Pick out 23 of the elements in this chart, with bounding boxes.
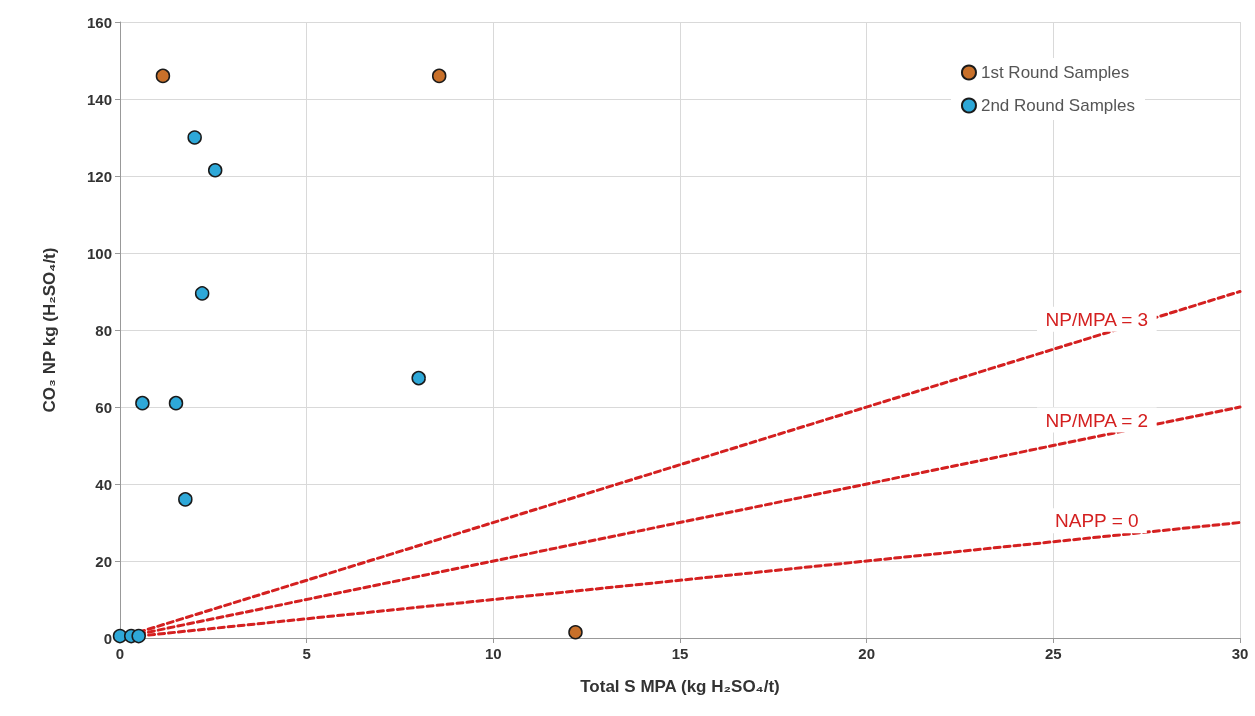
y-tick-label: 20 [95, 552, 112, 570]
x-axis-title: Total S MPA (kg H₂SO₄/t) [580, 677, 780, 696]
legend-label: 2nd Round Samples [980, 96, 1135, 115]
y-tick-label: 160 [86, 13, 112, 31]
series-label: NP/MPA = 2 [1045, 409, 1149, 431]
x-tick-label: 30 [1231, 645, 1249, 662]
x-tick-label: 15 [671, 645, 689, 662]
y-tick-label: 140 [86, 90, 112, 108]
y-tick-label: 40 [95, 475, 112, 493]
x-tick-label: 5 [302, 645, 311, 662]
y-tick-label: 60 [95, 398, 112, 416]
y-tick-label: 120 [86, 167, 112, 185]
x-tick-label: 10 [484, 645, 502, 662]
y-tick-label: 0 [103, 629, 112, 647]
x-tick-label: 0 [115, 645, 125, 662]
series-label: NP/MPA = 3 [1045, 308, 1149, 330]
legend-label: 1st Round Samples [980, 63, 1130, 82]
x-tick-label: 25 [1044, 645, 1062, 662]
y-tick-label: 100 [86, 244, 112, 262]
series-label: NAPP = 0 [1055, 510, 1139, 532]
y-axis-title: CO₃ NP kg (H₂SO₄/t) [40, 247, 59, 413]
y-tick-label: 80 [95, 321, 112, 339]
x-tick-label: 20 [858, 645, 876, 662]
